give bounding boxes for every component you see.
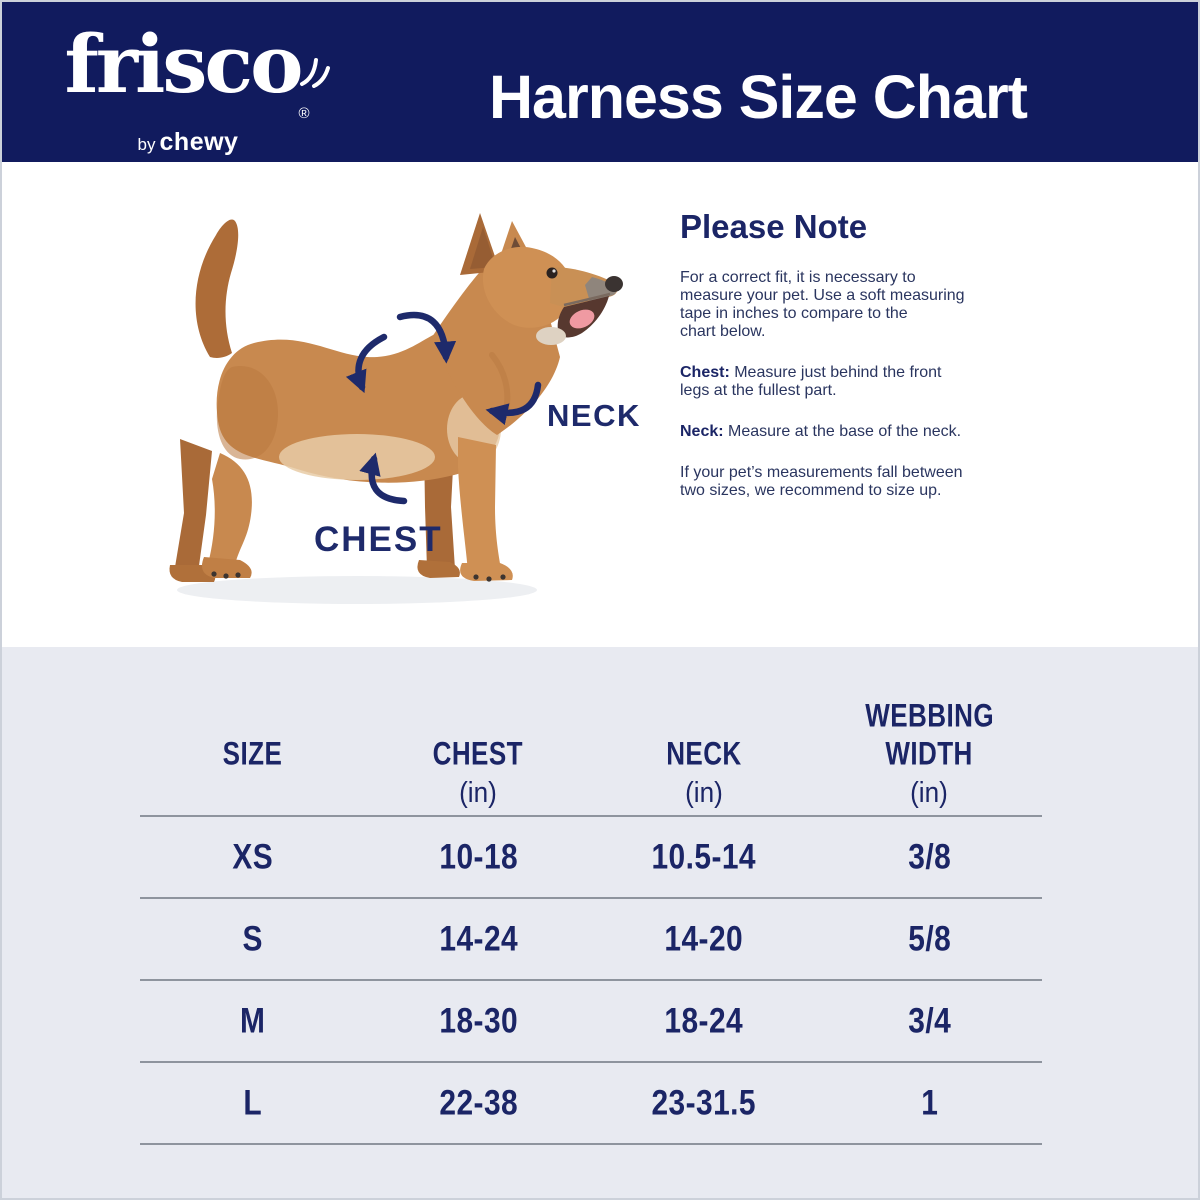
dog-eye (546, 267, 558, 279)
frisco-wordmark-text: frisco (64, 17, 303, 111)
cell-webbing: 3/4 (907, 1000, 951, 1041)
cell-chest: 10-18 (438, 836, 518, 877)
table-header-row: SIZE CHEST (in) NECK (in) WEBBING WIDTH … (140, 647, 1042, 817)
measure-arrows (345, 311, 542, 505)
dog-illustration (169, 213, 623, 604)
dog-hind-leg (208, 453, 252, 564)
cell-webbing: 5/8 (907, 918, 951, 959)
neck-label: NECK (547, 398, 641, 433)
cell-size: L (243, 1082, 263, 1123)
chest-arrow-icon (359, 452, 408, 505)
chest-term: Chest: (680, 364, 730, 381)
frisco-wordmark: frisco® (60, 16, 330, 136)
dog-front-foot (460, 563, 513, 581)
dog-nose (605, 276, 623, 292)
dog-shadow (177, 576, 537, 604)
header-chest: CHEST (in) (433, 735, 524, 809)
registered-mark: ® (298, 105, 310, 122)
dog-tongue (569, 309, 595, 329)
cell-chest: 18-30 (438, 1000, 518, 1041)
header-webbing-width: WEBBING WIDTH (in) (864, 697, 994, 809)
dog-chin (536, 327, 566, 345)
dog-far-front-foot (417, 560, 460, 578)
cell-neck: 23-31.5 (651, 1082, 757, 1123)
dog-head (482, 246, 572, 328)
chewy-text: chewy (159, 128, 239, 156)
dog-body (216, 330, 502, 483)
cell-size: M (240, 1000, 266, 1041)
cell-chest: 22-38 (438, 1082, 518, 1123)
dog-far-hind-leg (174, 439, 212, 573)
withers-arrow-icon (345, 333, 388, 394)
cell-neck: 10.5-14 (651, 836, 757, 877)
dog-belly-patch (279, 434, 435, 480)
neck-top-arrow-icon (396, 311, 457, 364)
note-title: Please Note (680, 208, 868, 245)
table-row-xs: XS 10-18 10.5-14 3/8 (140, 817, 1042, 899)
table-row-l: L 22-38 23-31.5 1 (140, 1063, 1042, 1145)
header-size: SIZE (222, 735, 283, 772)
cell-chest: 14-24 (438, 918, 518, 959)
banner: frisco® by chewy Harness Size Chart (2, 2, 1198, 162)
by-chewy: by chewy (60, 128, 316, 157)
cell-size: S (242, 918, 263, 959)
dog-tail (195, 219, 239, 358)
chest-label: CHEST (314, 520, 443, 559)
cell-webbing: 3/8 (907, 836, 951, 877)
table-row-m: M 18-30 18-24 3/4 (140, 981, 1042, 1063)
header-neck: NECK (in) (666, 735, 742, 809)
dog-measurement-figure (162, 207, 632, 612)
cell-neck: 18-24 (664, 1000, 744, 1041)
cell-neck: 14-20 (664, 918, 744, 959)
dog-front-leg (458, 437, 501, 572)
frisco-logo: frisco® by chewy (60, 16, 330, 157)
size-table-section: SIZE CHEST (in) NECK (in) WEBBING WIDTH … (2, 647, 1198, 1198)
table-row-s: S 14-24 14-20 5/8 (140, 899, 1042, 981)
neck-term: Neck: (680, 423, 724, 440)
please-note-block: Please Note For a correct fit, it is nec… (680, 208, 1160, 523)
by-text: by (137, 135, 156, 154)
tail-flick-icon (298, 12, 332, 108)
cell-size: XS (232, 836, 274, 877)
cell-webbing: 1 (920, 1082, 938, 1123)
page-title: Harness Size Chart (489, 63, 1028, 131)
dog-haunch (216, 366, 278, 460)
size-table: SIZE CHEST (in) NECK (in) WEBBING WIDTH … (140, 647, 1042, 1145)
neck-base-arrow-icon (485, 381, 542, 426)
